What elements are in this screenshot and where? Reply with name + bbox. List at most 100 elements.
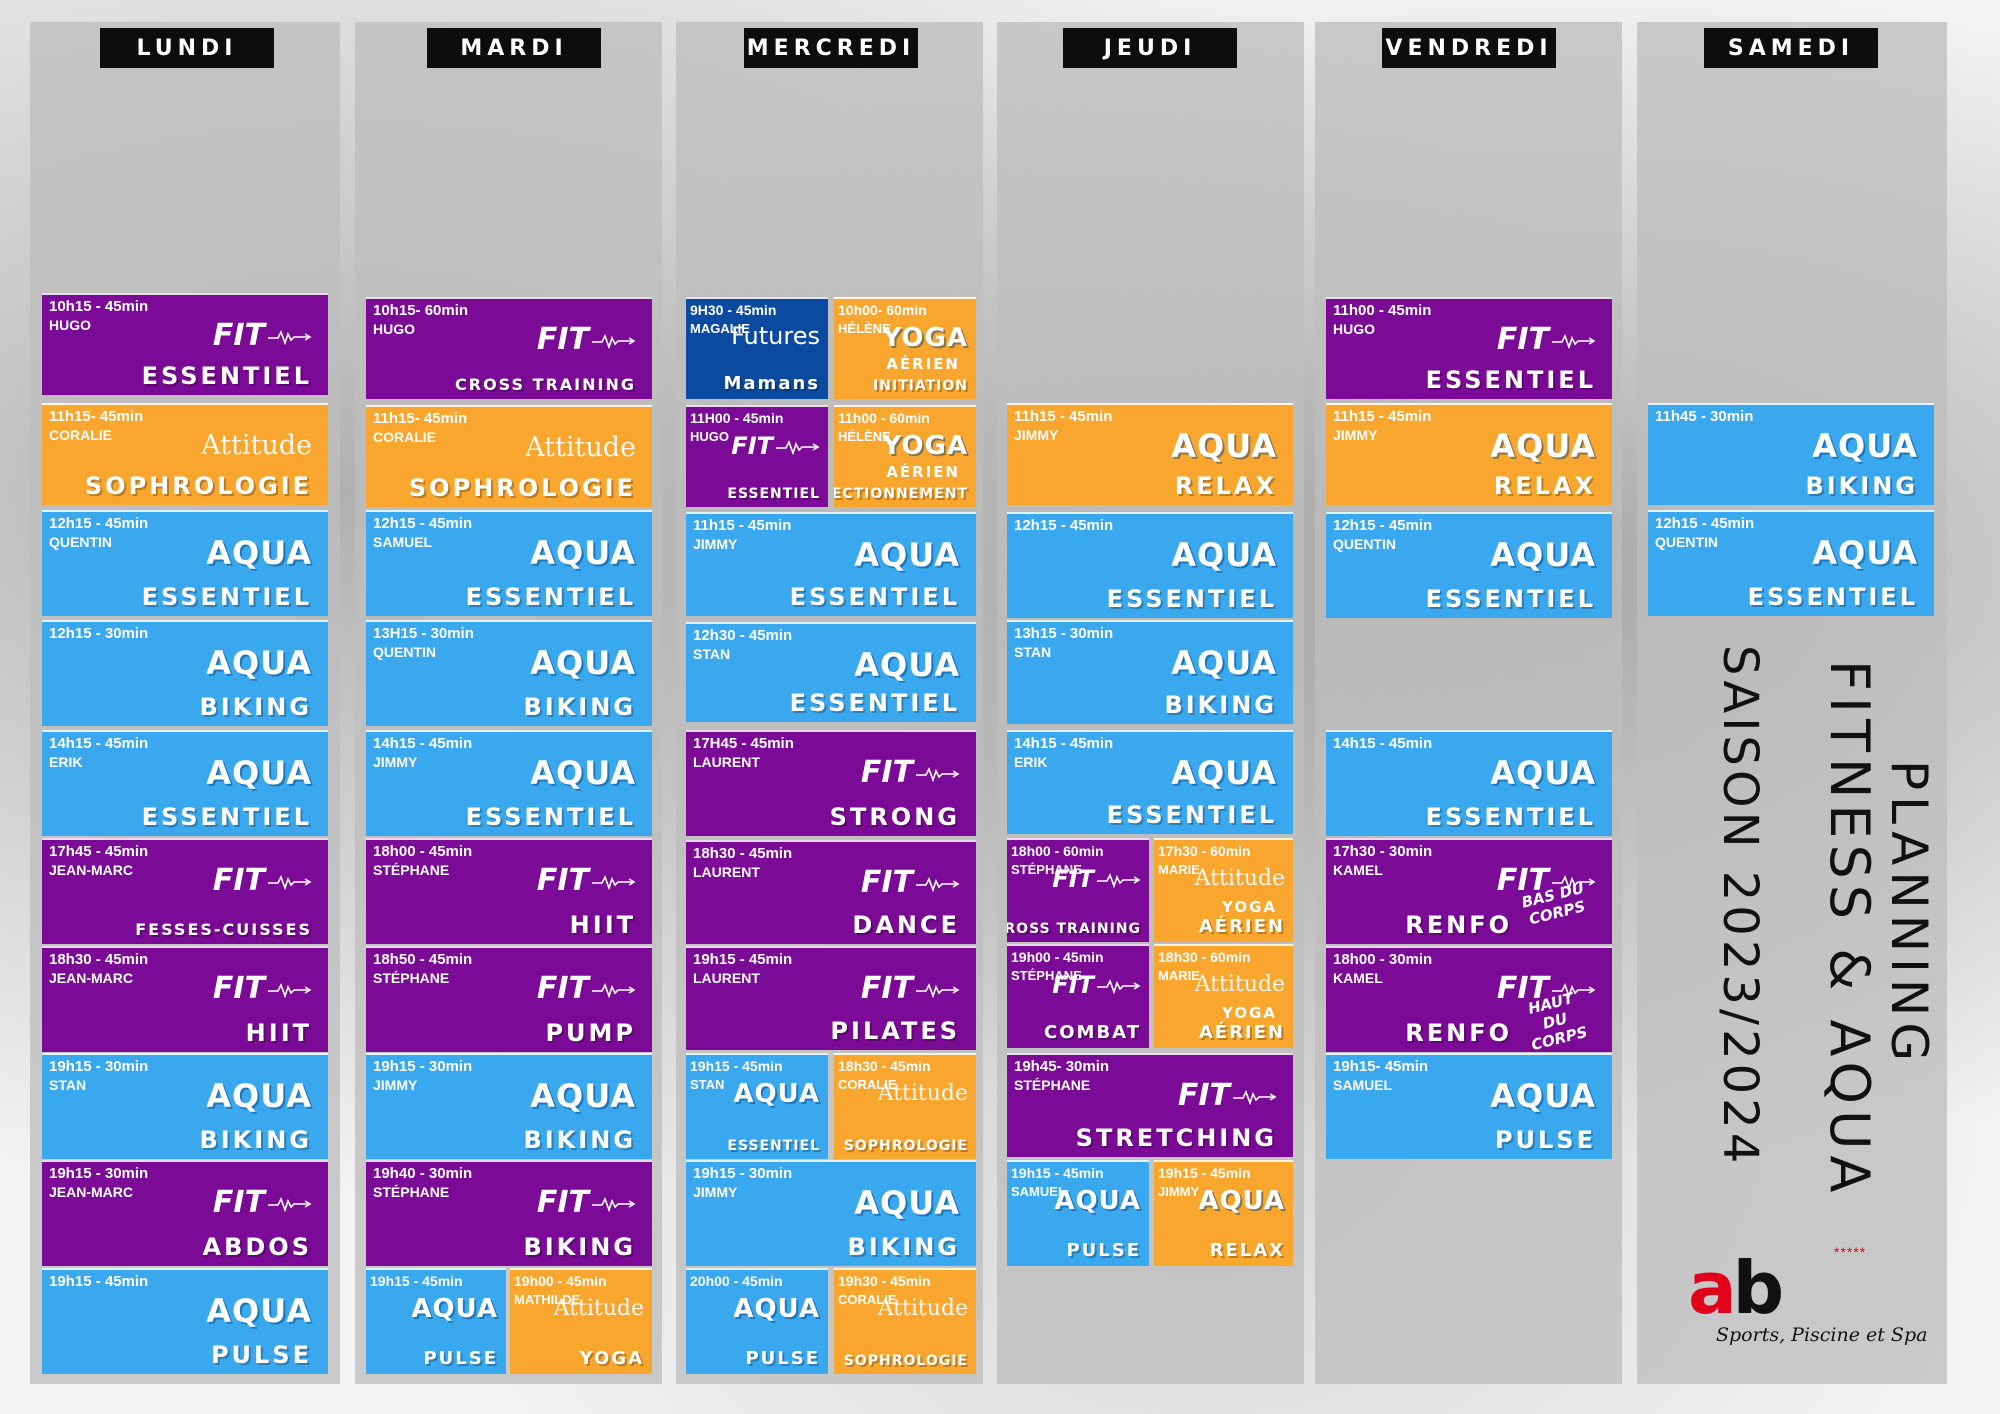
heartbeat-icon [773, 432, 820, 460]
brand-label: AQUA [1171, 427, 1277, 465]
heartbeat-icon [589, 1185, 636, 1220]
class-time: 20h00 - 45min [690, 1273, 783, 1289]
day-header-mardi: MARDI [427, 28, 601, 68]
season-title: SAISON 2023/2024 [1712, 645, 1768, 1168]
fit-brand: FIT [1497, 974, 1596, 1004]
attitude-brand: Attitude [525, 433, 636, 463]
class-card: 19h15 - 45min AQUA PULSE [42, 1268, 328, 1374]
class-time: 14h15 - 45min [373, 735, 473, 752]
class-coach: QUENTIN [373, 644, 436, 660]
brand-label: AQUA [1812, 534, 1918, 572]
heartbeat-icon [1094, 865, 1141, 893]
class-name: BIKING [523, 1126, 636, 1154]
class-card: 19h15 - 45min SAMUEL AQUA PULSE [1007, 1160, 1149, 1266]
fit-brand: FIT [1497, 866, 1596, 896]
fit-brand: FIT [213, 321, 312, 351]
heartbeat-icon [1549, 322, 1596, 357]
class-card: 19h15 - 30min STAN AQUA BIKING [42, 1053, 328, 1159]
aqua-brand: AQUA [206, 537, 312, 569]
class-card: 14h15 - 45min ERIK AQUA ESSENTIEL [42, 730, 328, 836]
class-coach: HUGO [1333, 321, 1375, 337]
class-time: 19h15 - 45min [693, 951, 793, 968]
class-card: 19h15 - 30min JEAN-MARC FIT ABDOS [42, 1160, 328, 1266]
fit-brand: FIT [861, 974, 960, 1004]
class-card: 14h15 - 45min JIMMY AQUA ESSENTIEL [366, 730, 652, 836]
brand-label: AQUA [1490, 536, 1596, 574]
class-card: 18h30 - 45min JEAN-MARC FIT HIIT [42, 946, 328, 1052]
aqua-brand: AQUA [206, 647, 312, 679]
class-coach: HUGO [373, 321, 415, 337]
planning-title: PLANNING [1880, 760, 1938, 1068]
brand-label: AQUA [1054, 1186, 1141, 1216]
brand-label: AQUA [1490, 427, 1596, 465]
class-coach: QUENTIN [1655, 534, 1718, 550]
brand-label: AQUA [854, 536, 960, 574]
brand-label: AQUA [530, 754, 636, 792]
class-name: PUMP [545, 1019, 636, 1047]
fit-brand: FIT [1178, 1081, 1277, 1111]
class-time: 12h15 - 45min [1655, 515, 1755, 532]
class-card: 11h00 - 45min HUGO FIT ESSENTIEL [1326, 297, 1612, 399]
day-header-samedi: SAMEDI [1704, 28, 1878, 68]
class-time: 19h00 - 45min [1011, 949, 1104, 965]
class-time: 17h45 - 45min [49, 843, 149, 860]
class-name: BIKING [523, 693, 636, 721]
class-time: 10h15 - 45min [49, 298, 149, 315]
attitude-brand: Attitude [1195, 970, 1285, 1000]
day-header-lundi: LUNDI [100, 28, 274, 68]
class-card: 11H00 - 45min HUGO FIT ESSENTIEL [686, 405, 828, 507]
brand-label: AQUA [530, 534, 636, 572]
brand-label: FIT [860, 755, 913, 790]
class-name: ESSENTIEL [141, 803, 312, 831]
class-card: 12h15 - 45min SAMUEL AQUA ESSENTIEL [366, 510, 652, 616]
class-name: SOPHROLOGIE [408, 474, 636, 502]
class-time: 11h00 - 60min [838, 410, 930, 426]
class-card: 14h15 - 45min AQUA ESSENTIEL [1326, 730, 1612, 836]
heartbeat-icon [1549, 971, 1596, 1006]
day-header-jeudi: JEUDI [1063, 28, 1237, 68]
brand-label: Attitude [877, 1081, 968, 1106]
brand-label: Attitude [553, 1296, 644, 1321]
heartbeat-icon [589, 971, 636, 1006]
brand-label: AQUA [206, 1077, 312, 1115]
aqua-brand: AQUA [530, 757, 636, 789]
class-card: 19h00 - 45min STÉPHANE FIT COMBAT [1007, 944, 1149, 1048]
aqua-brand: AQUA [854, 649, 960, 681]
class-coach: HUGO [690, 429, 729, 444]
class-name: STRONG [829, 803, 960, 831]
class-card: 11h15 - 45min JIMMY AQUA RELAX [1326, 403, 1612, 505]
aqua-brand: AQUA [530, 537, 636, 569]
heartbeat-icon [265, 318, 312, 353]
brand-label: AQUA [854, 1184, 960, 1222]
class-name: ESSENTIEL [141, 583, 312, 611]
brand-label: FIT [1496, 971, 1549, 1006]
class-coach: HÉLÈNE [838, 429, 891, 444]
class-name: ESSENTIEL [1106, 585, 1277, 613]
heartbeat-icon [1230, 1078, 1277, 1113]
class-time: 12h15 - 45min [373, 515, 473, 532]
heartbeat-icon [913, 971, 960, 1006]
brand-label: FIT [212, 1185, 265, 1220]
brand-label: AQUA [206, 644, 312, 682]
class-name: PULSE [1066, 1240, 1141, 1261]
class-time: 19h30 - 45min [838, 1273, 931, 1289]
brand-label: YOGA [882, 431, 968, 461]
brand-label: AQUA [1812, 427, 1918, 465]
brand-label: Attitude [1194, 972, 1285, 997]
class-name: RELAX [1174, 472, 1277, 500]
fit-brand: FIT [861, 758, 960, 788]
class-card: 19h15 - 45min LAURENT FIT PILATES [686, 946, 976, 1050]
brand-label: AQUA [530, 1077, 636, 1115]
class-coach: CORALIE [373, 429, 436, 445]
fit-brand: FIT [537, 325, 636, 355]
aqua-brand: AQUA [1171, 430, 1277, 462]
column-samedi [1637, 22, 1947, 1384]
class-coach: STAN [690, 1077, 725, 1092]
class-card: 10h00- 60min HÉLÈNE YOGA AÉRIEN INITIATION [834, 297, 976, 399]
class-coach: STÉPHANE [373, 1184, 450, 1200]
class-time: 18h00 - 30min [1333, 951, 1433, 968]
class-name: CROSS TRAINING [455, 375, 636, 394]
class-time: 18h30 - 45min [693, 845, 793, 862]
class-name: ESSENTIEL [1425, 803, 1596, 831]
